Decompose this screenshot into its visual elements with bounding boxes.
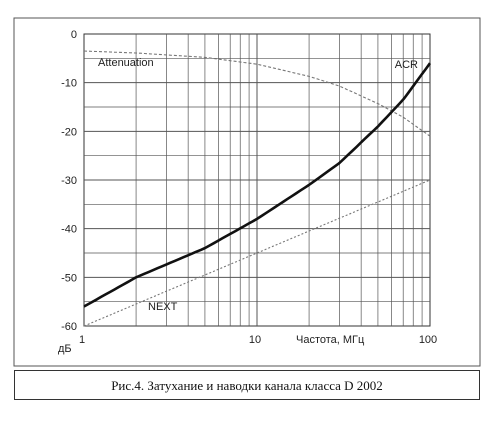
y-tick-label: -20 [61,126,77,138]
x-tick-label: 1 [79,334,85,346]
series-line-next [83,179,431,327]
x-tick-labels: 1 10 100 [79,334,437,346]
y-tick-labels: 0 -10 -20 -30 -40 -50 -60 [61,29,77,333]
y-axis-label: дБ [58,343,72,355]
series-labels: Attenuation ACR NEXT [98,57,418,313]
figure-caption-box: Рис.4. Затухание и наводки канала класса… [14,370,480,400]
series-label-acr: ACR [395,59,418,71]
y-tick-label: -50 [61,272,77,284]
figure-caption: Рис.4. Затухание и наводки канала класса… [111,378,383,393]
outer-frame [13,17,481,367]
x-axis-label: Частота, МГц [296,334,365,346]
y-tick-label: -30 [61,175,77,187]
series-line-acr [83,62,432,308]
y-tick-label: -10 [61,78,77,90]
series-layer [83,50,432,327]
series-line-attenuation [83,50,431,137]
series-label-next: NEXT [148,301,178,313]
series-label-attenuation: Attenuation [98,57,154,69]
grid [84,34,430,326]
y-tick-label: -60 [61,321,77,333]
y-tick-label: -40 [61,224,77,236]
x-tick-label: 10 [249,334,261,346]
y-tick-label: 0 [71,29,77,41]
x-tick-label: 100 [419,334,437,346]
